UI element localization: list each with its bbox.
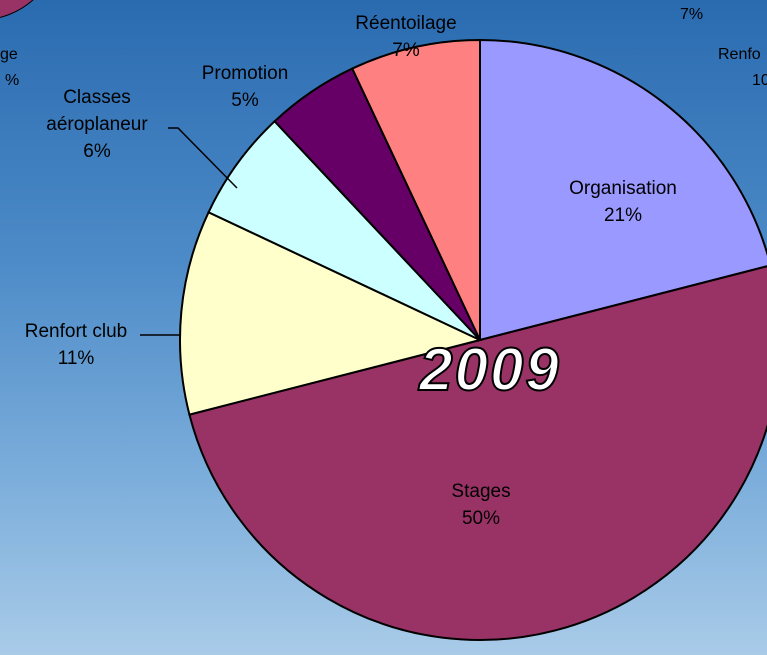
pie-slice: [188, 265, 767, 641]
value-label: 21%: [603, 205, 643, 226]
category-label: Renfort club: [24, 321, 128, 342]
cropped-text: 7%: [680, 6, 704, 23]
slice-label: Classes aéroplaneur 6%: [27, 84, 167, 165]
pie-slice: [350, 38, 481, 341]
chart-title: 2009: [418, 335, 561, 404]
slice-label: Stages 50%: [401, 478, 561, 532]
leader-line: [168, 127, 238, 189]
cropped-text: Renfo: [718, 46, 761, 63]
pie-slice: [479, 38, 767, 342]
cropped-pie: [0, 0, 34, 18]
value-label: 11%: [57, 348, 95, 369]
slice-label: Réentoilage 7%: [326, 10, 486, 64]
category-label: Stages: [451, 481, 511, 502]
value-label: 50%: [461, 508, 501, 529]
cropped-text: 10: [752, 72, 767, 89]
category-label: Réentoilage: [355, 13, 457, 34]
slice-label: Organisation 21%: [543, 175, 703, 229]
category-label: Promotion: [201, 63, 289, 84]
slice-label: Promotion 5%: [165, 60, 325, 114]
pie-slice: [179, 210, 483, 416]
category-label: Organisation: [569, 178, 677, 199]
value-label: 7%: [392, 40, 420, 61]
value-label: 5%: [231, 90, 259, 111]
value-label: 6%: [83, 141, 111, 162]
slice-label: Renfort club 11%: [0, 318, 156, 372]
category-label: Classes aéroplaneur: [46, 87, 148, 135]
cropped-text: ge: [0, 46, 18, 63]
cropped-text: %: [5, 72, 20, 89]
